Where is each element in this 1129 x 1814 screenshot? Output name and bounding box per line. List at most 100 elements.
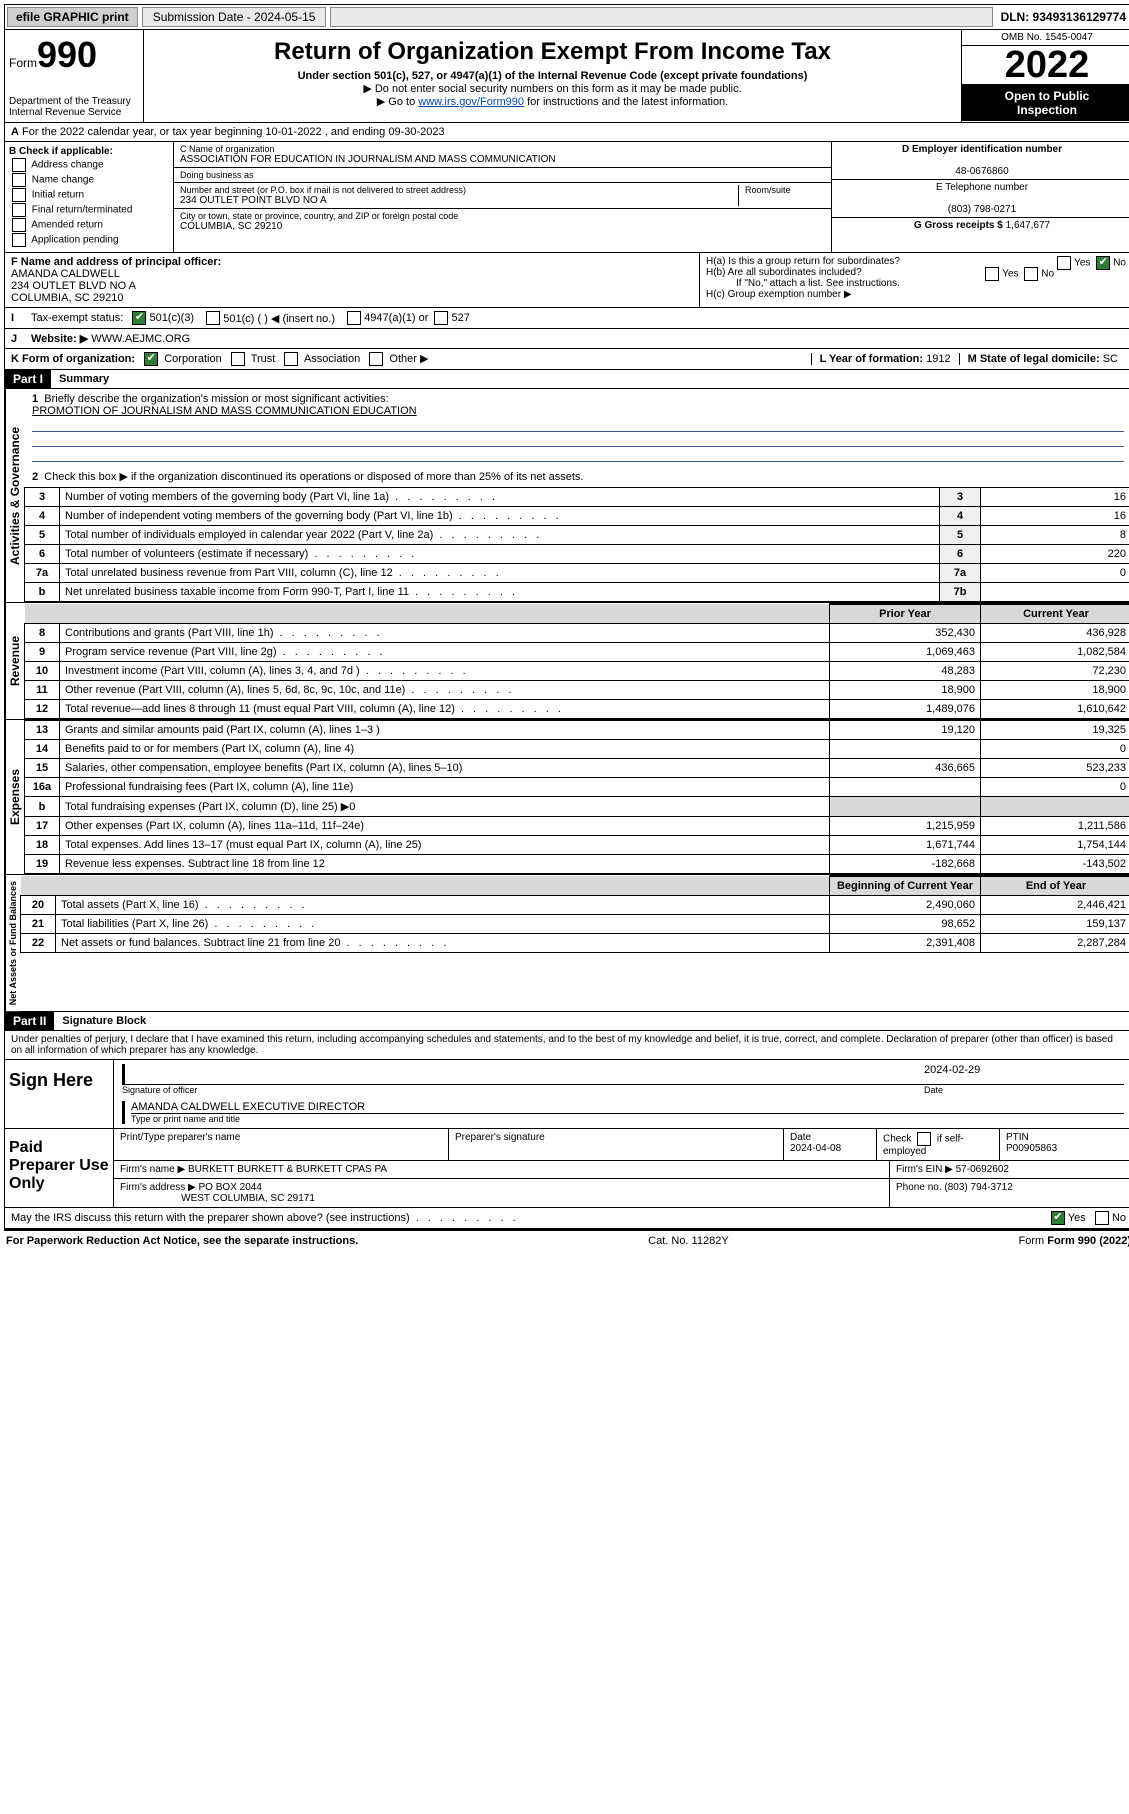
box-c: C Name of organization ASSOCIATION FOR E…	[174, 142, 832, 252]
org-name-label: C Name of organization	[180, 144, 825, 154]
chk-527[interactable]	[434, 311, 448, 325]
note-ssn: ▶ Do not enter social security numbers o…	[150, 82, 955, 95]
dln: DLN: 93493136129774	[997, 10, 1129, 24]
may-question: May the IRS discuss this return with the…	[11, 1212, 1048, 1224]
pra-notice: For Paperwork Reduction Act Notice, see …	[6, 1235, 358, 1247]
501c3: 501(c)(3)	[149, 312, 194, 324]
sign-here-label: Sign Here	[5, 1060, 114, 1128]
state-domicile: SC	[1103, 353, 1118, 365]
h-b-note: If "No," attach a list. See instructions…	[706, 278, 1126, 289]
chk-may-yes[interactable]: ✔	[1051, 1211, 1065, 1225]
open1: Open to Public	[1005, 89, 1090, 103]
box-h: H(a) Is this a group return for subordin…	[700, 253, 1129, 307]
org-name: ASSOCIATION FOR EDUCATION IN JOURNALISM …	[180, 154, 825, 165]
form-version: Form Form 990 (2022)	[1019, 1235, 1129, 1247]
irs-link[interactable]: www.irs.gov/Form990	[418, 96, 524, 108]
box-d: D Employer identification number 48-0676…	[832, 142, 1129, 180]
expenses-table: 13Grants and similar amounts paid (Part …	[24, 720, 1129, 874]
chk-trust[interactable]	[231, 352, 245, 366]
phone: (803) 798-0271	[948, 204, 1016, 215]
chk-corp[interactable]: ✔	[144, 352, 158, 366]
sidelabel-revenue: Revenue	[5, 603, 24, 719]
entity-right: D Employer identification number 48-0676…	[832, 142, 1129, 252]
box-b-title: B Check if applicable:	[9, 146, 113, 157]
4947: 4947(a)(1) or	[364, 312, 428, 324]
current-year-hdr: Current Year	[981, 604, 1129, 624]
row-klm: K Form of organization: ✔ Corporation Tr…	[4, 349, 1129, 370]
header-left: Form990 Department of the Treasury Inter…	[5, 30, 144, 122]
entity-block: B Check if applicable: Address change Na…	[4, 142, 1129, 253]
chk-name[interactable]: Name change	[9, 173, 169, 187]
section-netassets: Net Assets or Fund Balances Beginning of…	[4, 875, 1129, 1012]
paid-preparer-label: Paid Preparer Use Only	[5, 1129, 114, 1207]
chk-501c[interactable]	[206, 311, 220, 325]
form-org-label: K Form of organization:	[11, 353, 135, 365]
chk-initial[interactable]: Initial return	[9, 188, 169, 202]
row-m: M State of legal domicile: SC	[959, 353, 1126, 365]
chk-may-no[interactable]	[1095, 1211, 1109, 1225]
chk-amended[interactable]: Amended return	[9, 218, 169, 232]
box-f: F Name and address of principal officer:…	[5, 253, 700, 307]
dba-cell: Doing business as	[174, 168, 831, 183]
sig-date: 2024-02-29	[924, 1064, 1124, 1084]
part1-badge: Part I	[5, 370, 51, 388]
box-e: E Telephone number (803) 798-0271	[832, 180, 1129, 218]
prep-date: 2024-04-08	[790, 1143, 841, 1154]
chk-4947[interactable]	[347, 311, 361, 325]
section-expenses: Expenses 13Grants and similar amounts pa…	[4, 720, 1129, 875]
sidelabel-netassets: Net Assets or Fund Balances	[5, 875, 20, 1011]
street-address: 234 OUTLET POINT BLVD NO A	[180, 195, 738, 206]
header-right: OMB No. 1545-0047 2022 Open to Public In…	[961, 30, 1129, 122]
sidelabel-expenses: Expenses	[5, 720, 24, 874]
may-discuss: May the IRS discuss this return with the…	[4, 1208, 1129, 1229]
note-link: ▶ Go to www.irs.gov/Form990 for instruct…	[150, 95, 955, 108]
signature-block: Sign Here Signature of officer 2024-02-2…	[4, 1060, 1129, 1208]
h-c: H(c) Group exemption number ▶	[706, 289, 1126, 300]
box-g: G Gross receipts $ 1,647,677	[832, 218, 1129, 233]
name-title-label: Type or print name and title	[131, 1113, 1124, 1124]
gross-receipts: 1,647,677	[1006, 220, 1051, 231]
submission-date: Submission Date - 2024-05-15	[142, 7, 327, 27]
officer-name: AMANDA CALDWELL	[11, 268, 120, 280]
chk-pending[interactable]: Application pending	[9, 233, 169, 247]
ein-label: D Employer identification number	[902, 144, 1062, 155]
topbar-spacer	[330, 7, 992, 27]
chk-self-employed[interactable]	[917, 1132, 931, 1146]
527: 527	[451, 312, 469, 324]
chk-501c3[interactable]: ✔	[132, 311, 146, 325]
city-state-zip: COLUMBIA, SC 29210	[180, 221, 825, 232]
dba-label: Doing business as	[180, 170, 825, 180]
governance-table: 3Number of voting members of the governi…	[24, 487, 1129, 602]
chk-assoc[interactable]	[284, 352, 298, 366]
open-to-public: Open to Public Inspection	[962, 85, 1129, 121]
chk-final[interactable]: Final return/terminated	[9, 203, 169, 217]
chk-other[interactable]	[369, 352, 383, 366]
form-990: 990	[37, 34, 97, 75]
chk-address[interactable]: Address change	[9, 158, 169, 172]
department: Department of the Treasury Internal Reve…	[9, 96, 139, 118]
officer-label: F Name and address of principal officer:	[11, 256, 221, 268]
firm-ein: 57-0692602	[956, 1164, 1009, 1175]
line-1: 1 Briefly describe the organization's mi…	[24, 389, 1129, 466]
ein: 48-0676860	[955, 166, 1008, 177]
revenue-table: Prior Year Current Year 8Contributions a…	[24, 603, 1129, 719]
website: WWW.AEJMC.ORG	[91, 333, 190, 345]
officer-signature[interactable]	[122, 1064, 924, 1084]
begin-year-hdr: Beginning of Current Year	[830, 876, 981, 896]
line-a: A For the 2022 calendar year, or tax yea…	[4, 123, 1129, 142]
row-k: K Form of organization: ✔ Corporation Tr…	[11, 352, 811, 366]
form-subtitle: Under section 501(c), 527, or 4947(a)(1)…	[150, 70, 955, 82]
section-governance: Activities & Governance 1 Briefly descri…	[4, 389, 1129, 603]
efile-print-button[interactable]: efile GRAPHIC print	[7, 7, 138, 27]
part1-header: Part I Summary	[4, 370, 1129, 389]
topbar: efile GRAPHIC print Submission Date - 20…	[4, 4, 1129, 30]
prep-date-label: Date	[790, 1132, 811, 1143]
part2-header: Part II Signature Block	[4, 1012, 1129, 1031]
firm-ein-label: Firm's EIN ▶	[896, 1164, 953, 1175]
addr-label: Number and street (or P.O. box if mail i…	[180, 185, 738, 195]
room-label: Room/suite	[745, 185, 825, 195]
prep-sig-label: Preparer's signature	[455, 1132, 545, 1143]
officer-addr1: 234 OUTLET BLVD NO A	[11, 280, 136, 292]
year-formation: 1912	[926, 353, 950, 365]
header-middle: Return of Organization Exempt From Incom…	[144, 30, 961, 122]
